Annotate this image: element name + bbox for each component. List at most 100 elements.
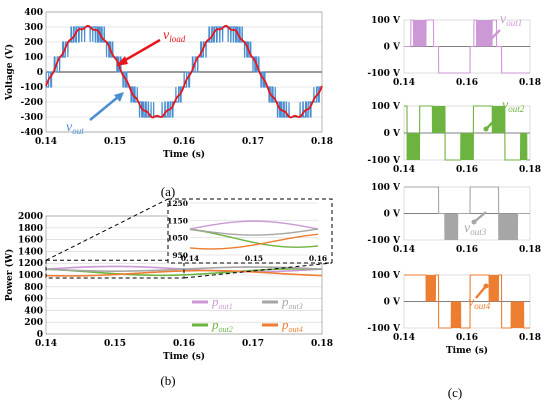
- x-tick-label: 0.18: [519, 78, 541, 88]
- y-tick-label: 1400: [18, 247, 43, 257]
- x-axis-title: Time (s): [446, 345, 488, 356]
- arrow-v-load: [121, 38, 161, 64]
- y-tick-label: 0: [37, 68, 43, 78]
- y-tick-label: 100 V: [371, 271, 401, 281]
- y-tick-label: -100 V: [367, 156, 401, 166]
- label-v-out: vout: [66, 120, 84, 136]
- y-tick-label: -100: [20, 83, 43, 93]
- y-tick-label: 1800: [18, 224, 43, 234]
- inset-connector: [183, 262, 333, 279]
- arrow-v-load-head: [116, 56, 128, 66]
- x-tick-label: 0.18: [311, 137, 333, 147]
- panel-label-c: (c): [448, 385, 462, 400]
- y-axis-title: Power (W): [4, 249, 15, 302]
- x-tick-label: 0.18: [519, 165, 541, 175]
- x-tick-label: 0.16: [456, 245, 478, 255]
- arrow-v_out2: [485, 112, 503, 130]
- y-tick-label: 0 V: [384, 43, 401, 53]
- y-axis-title: Voltage (V): [4, 44, 15, 101]
- series-v-load: [45, 24, 323, 119]
- label-v_out2: vout2: [502, 98, 525, 114]
- x-tick-label: 0.18: [519, 333, 541, 343]
- inset-y-tick-label: 1150: [167, 216, 188, 225]
- y-tick-label: -200: [20, 98, 43, 108]
- legend-label-p_out3: pout3: [281, 294, 303, 311]
- chart-b-power: 20001800160014001200100080060040020000.1…: [4, 198, 333, 362]
- x-tick-label: 0.16: [173, 339, 195, 349]
- x-tick-label: 0.14: [393, 165, 415, 175]
- x-tick-label: 0.14: [393, 245, 415, 255]
- series-v_out1: [404, 19, 530, 74]
- y-tick-label: 100 V: [371, 183, 401, 193]
- y-tick-label: 1600: [18, 236, 43, 246]
- series-p_out2: [45, 268, 323, 277]
- series-v_out4: [404, 274, 530, 329]
- arrow-v_out4: [475, 285, 487, 299]
- legend-label-p_out4: pout4: [281, 317, 303, 334]
- inset-connector: [45, 198, 169, 261]
- label-v_out4: vout4: [468, 295, 491, 311]
- inset-x-tick-label: 0.15: [245, 254, 263, 263]
- x-tick-label: 0.17: [242, 339, 264, 349]
- inset-series-p_out4: [189, 233, 319, 250]
- x-tick-label: 0.15: [104, 137, 126, 147]
- y-tick-label: 100: [24, 53, 43, 63]
- zoom-region: [45, 259, 185, 279]
- x-tick-label: 0.14: [393, 78, 415, 88]
- x-axis-title: Time (s): [163, 351, 205, 362]
- y-tick-label: 1000: [18, 271, 43, 281]
- x-tick-label: 0.14: [393, 333, 415, 343]
- series-v_out2: [404, 105, 530, 161]
- inset-y-tick-label: 950: [172, 251, 188, 260]
- inset-x-tick-label: 0.16: [309, 254, 327, 263]
- y-tick-label: 400: [24, 306, 43, 316]
- y-tick-label: 200: [24, 318, 43, 328]
- y-tick-label: 0 V: [384, 210, 401, 220]
- x-tick-label: 0.18: [311, 339, 333, 349]
- x-tick-label: 0.16: [173, 137, 195, 147]
- x-tick-label: 0.17: [242, 137, 264, 147]
- y-tick-label: -100 V: [367, 324, 401, 334]
- x-tick-label: 0.16: [456, 78, 478, 88]
- y-tick-label: 0 V: [384, 129, 401, 139]
- arrow-v_out3: [473, 211, 487, 223]
- arrow-head-v_out3: [471, 219, 477, 225]
- y-tick-label: 600: [24, 295, 43, 305]
- x-tick-label: 0.16: [456, 165, 478, 175]
- y-tick-label: -400: [20, 128, 43, 138]
- panel-label-b: (b): [160, 373, 175, 388]
- arrow-v-out: [89, 96, 119, 121]
- label-v-load: vload: [163, 28, 186, 44]
- inset-x-tick-label: 0.14: [181, 254, 199, 263]
- y-tick-label: 0: [37, 330, 43, 340]
- arrow-v_out1: [485, 29, 501, 45]
- y-tick-label: 300: [24, 23, 43, 33]
- x-tick-label: 0.16: [456, 333, 478, 343]
- x-tick-label: 0.15: [104, 339, 126, 349]
- inset-y-tick-label: 1050: [167, 234, 188, 243]
- series-p_out3: [45, 266, 323, 272]
- x-tick-label: 0.14: [35, 339, 57, 349]
- y-tick-label: -100 V: [367, 69, 401, 79]
- y-tick-label: 0 V: [384, 298, 401, 308]
- arrow-head-v_out2: [483, 126, 489, 132]
- y-tick-label: 1200: [18, 259, 43, 269]
- inset-series-p_out2: [189, 228, 319, 248]
- y-tick-label: 100 V: [371, 16, 401, 26]
- x-axis-title: Time (s): [163, 149, 205, 160]
- legend-label-p_out2: pout2: [211, 317, 233, 334]
- y-tick-label: 400: [24, 8, 43, 18]
- x-tick-label: 0.14: [35, 137, 57, 147]
- y-tick-label: 200: [24, 38, 43, 48]
- label-v_out3: vout3: [464, 221, 487, 237]
- series-v_out3: [404, 186, 530, 241]
- inset-series-p_out3: [189, 228, 319, 236]
- inset-series-p_out1: [189, 220, 319, 230]
- y-tick-label: -300: [20, 113, 43, 123]
- legend-label-p_out1: pout1: [211, 294, 233, 311]
- arrow-head-v_out4: [483, 283, 489, 289]
- label-v_out1: vout1: [500, 12, 522, 28]
